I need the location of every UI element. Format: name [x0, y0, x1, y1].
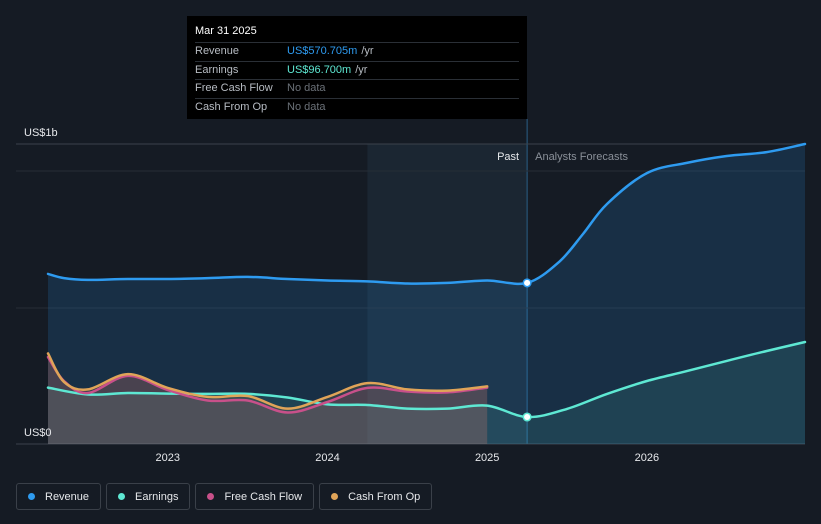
legend-dot-icon: [28, 493, 35, 500]
x-tick-label-2023: 2023: [156, 452, 180, 464]
y-axis-bottom-label: US$0: [24, 427, 52, 439]
legend-item-label: Earnings: [135, 490, 179, 503]
past-highlight-region: [367, 144, 528, 444]
legend-item-label: Revenue: [45, 490, 90, 503]
legend-dot-icon: [118, 493, 126, 500]
tooltip-date: Mar 31 2025: [195, 25, 257, 37]
tooltip-row-cash-from-op: Cash From Op No data: [195, 97, 519, 117]
legend-dot-icon: [207, 493, 215, 500]
tooltip-row-label: Revenue: [195, 45, 240, 57]
earnings-line: [46, 340, 807, 419]
legend-item-free-cash-flow[interactable]: Free Cash Flow: [195, 483, 315, 510]
tooltip-panel: Mar 31 2025 Revenue US$570.705m/yr Earning…: [187, 16, 527, 119]
tooltip-row-unit: /yr: [361, 45, 374, 57]
legend-item-label: Free Cash Flow: [224, 490, 303, 503]
x-tick-label-2024: 2024: [315, 452, 339, 464]
revenue-area: [48, 144, 805, 444]
legend-item-revenue[interactable]: Revenue: [16, 483, 102, 510]
legend-item-label: Cash From Op: [348, 490, 421, 503]
x-tick-label-2026: 2026: [635, 452, 659, 464]
tooltip-row-label: Earnings: [195, 63, 239, 76]
free-cash-flow-line: [46, 355, 489, 414]
tooltip-row-value: US$570.705m: [287, 45, 358, 57]
y-axis-top-label: US$1b: [24, 127, 58, 139]
x-tick-label-2025: 2025: [475, 452, 499, 464]
legend-item-cash-from-op[interactable]: Cash From Op: [319, 483, 433, 510]
tooltip-row-value: US$96.700m: [287, 63, 352, 76]
tooltip-row-free-cash-flow: Free Cash Flow No data: [195, 79, 519, 98]
forecast-label: Analysts Forecasts: [535, 151, 628, 163]
legend-dot-icon: [331, 493, 339, 500]
cash-from-op-line: [46, 352, 489, 410]
tooltip-row-label: Free Cash Flow: [195, 82, 273, 94]
cash-from-op-area: [48, 353, 488, 444]
tooltip-row-value: No data: [287, 100, 326, 113]
revenue-marker: [522, 278, 532, 288]
tooltip-row-label: Cash From Op: [195, 100, 268, 113]
tooltip-row-value: No data: [287, 82, 326, 94]
earnings-area: [48, 342, 805, 444]
earnings-marker: [522, 412, 532, 422]
tooltip-row-earnings: Earnings US$96.700m/yr: [195, 60, 519, 80]
revenue-line: [46, 142, 807, 286]
legend: Revenue Earnings Free Cash Flow Cash From O…: [16, 483, 433, 510]
free-cash-flow-area: [48, 357, 488, 444]
tooltip-row-unit: /yr: [355, 63, 368, 76]
legend-item-earnings[interactable]: Earnings: [106, 483, 191, 510]
tooltip-row-revenue: Revenue US$570.705m/yr: [195, 42, 519, 61]
past-label: Past: [497, 151, 519, 163]
